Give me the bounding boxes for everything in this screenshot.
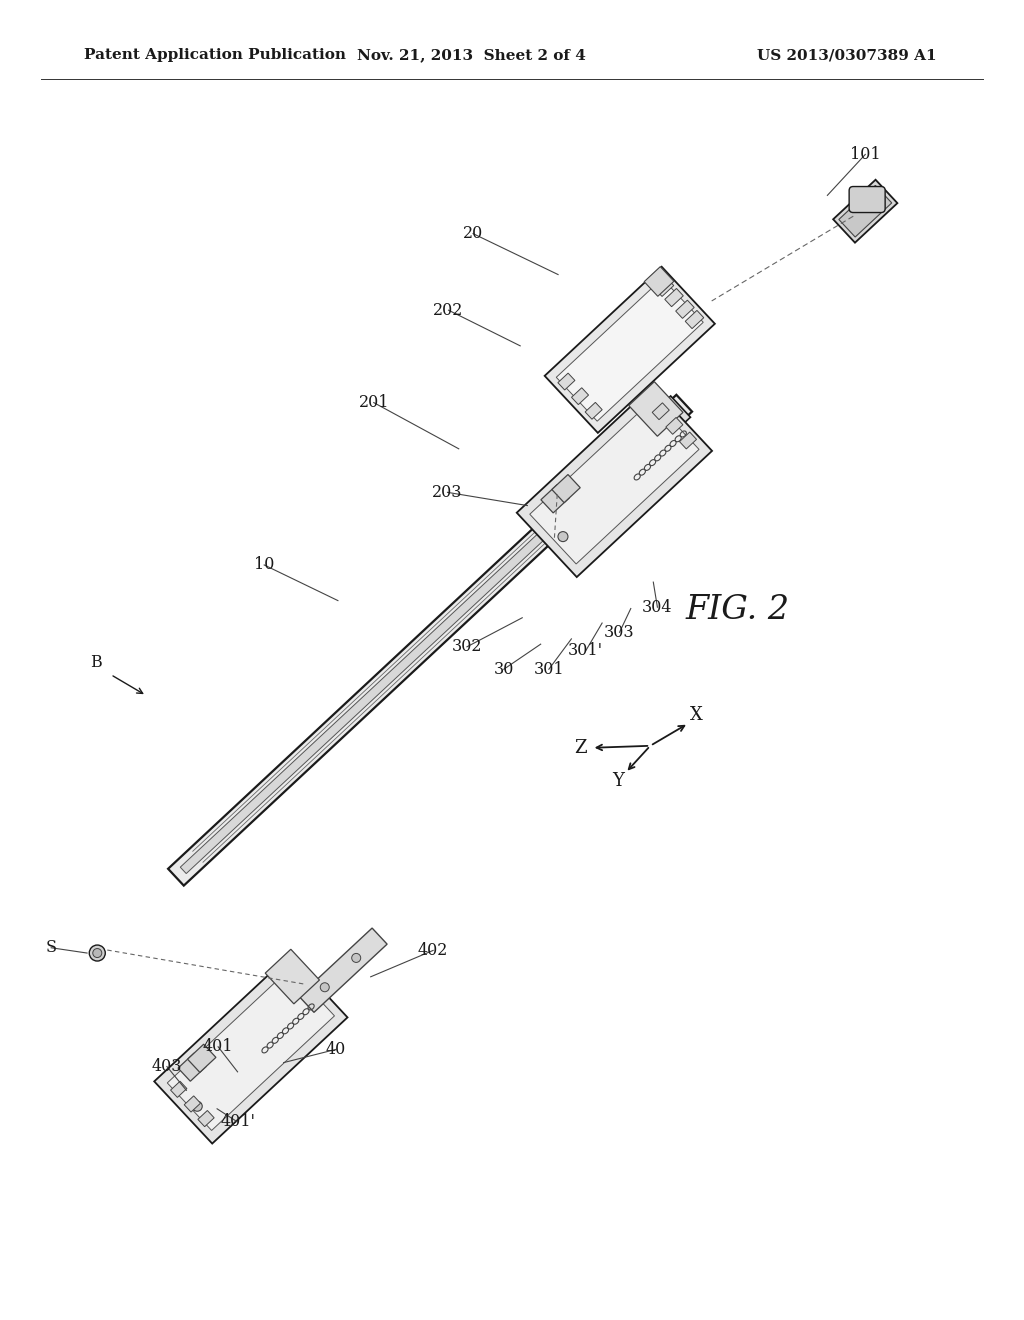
Polygon shape [299,928,387,1012]
Polygon shape [834,180,897,243]
Text: 20: 20 [463,226,483,242]
Polygon shape [167,969,335,1130]
Text: 301': 301' [568,643,603,659]
Polygon shape [585,403,602,420]
Text: US 2013/0307389 A1: US 2013/0307389 A1 [758,49,937,62]
Polygon shape [641,396,690,445]
Text: B: B [90,655,102,671]
Polygon shape [665,289,683,306]
Polygon shape [178,1053,207,1081]
Circle shape [558,532,568,541]
Polygon shape [839,185,892,238]
Text: X: X [690,706,703,725]
Polygon shape [555,492,587,525]
Text: 203: 203 [432,484,463,500]
Text: Nov. 21, 2013  Sheet 2 of 4: Nov. 21, 2013 Sheet 2 of 4 [356,49,586,62]
Polygon shape [529,400,699,564]
Text: 302: 302 [452,639,482,655]
Text: 201: 201 [358,395,389,411]
Text: 101: 101 [850,147,881,162]
Text: Z: Z [573,739,587,756]
Polygon shape [655,279,674,297]
FancyBboxPatch shape [849,186,885,213]
Text: 30: 30 [494,661,514,677]
Circle shape [93,949,101,957]
Text: 401: 401 [203,1039,233,1055]
Polygon shape [155,956,347,1143]
Polygon shape [558,374,574,389]
Text: 40: 40 [326,1041,346,1057]
Polygon shape [571,388,589,405]
Polygon shape [180,407,680,874]
Text: Y: Y [612,772,625,791]
Polygon shape [552,474,581,503]
Polygon shape [546,483,568,506]
Text: FIG. 2: FIG. 2 [685,594,790,626]
Polygon shape [545,267,715,433]
Text: 401': 401' [220,1114,255,1130]
Text: 301: 301 [534,661,564,677]
Polygon shape [666,417,683,434]
Circle shape [89,945,105,961]
Circle shape [636,440,644,447]
Polygon shape [629,381,683,436]
Circle shape [321,983,330,991]
Circle shape [193,1101,203,1111]
Text: 402: 402 [418,942,449,958]
Polygon shape [517,387,712,577]
Polygon shape [680,432,696,449]
Text: S: S [46,940,56,956]
Text: 202: 202 [433,302,464,318]
Text: 403: 403 [152,1059,182,1074]
Polygon shape [265,949,319,1003]
Polygon shape [541,484,569,513]
Polygon shape [171,1081,187,1097]
Polygon shape [676,300,694,318]
Polygon shape [685,310,703,329]
Text: 304: 304 [642,599,673,615]
Polygon shape [644,267,674,296]
Text: Patent Application Publication: Patent Application Publication [84,49,346,62]
Polygon shape [187,1044,216,1072]
Circle shape [351,953,360,962]
Polygon shape [198,1110,214,1127]
Polygon shape [652,403,670,420]
Polygon shape [168,395,692,886]
Polygon shape [184,1096,201,1111]
Text: 303: 303 [604,624,635,640]
Polygon shape [550,487,565,502]
Text: 10: 10 [254,557,274,573]
Polygon shape [556,279,703,421]
